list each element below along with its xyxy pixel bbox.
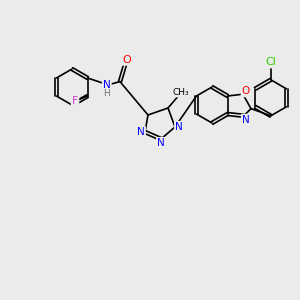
Text: N: N (137, 127, 145, 137)
Text: F: F (72, 96, 78, 106)
Text: O: O (242, 86, 250, 96)
Text: N: N (103, 80, 111, 90)
Text: O: O (122, 55, 131, 64)
Text: N: N (175, 122, 183, 132)
Text: H: H (103, 89, 110, 98)
Text: CH₃: CH₃ (172, 88, 189, 97)
Text: N: N (242, 115, 250, 125)
Text: Cl: Cl (266, 57, 276, 67)
Text: N: N (157, 138, 165, 148)
